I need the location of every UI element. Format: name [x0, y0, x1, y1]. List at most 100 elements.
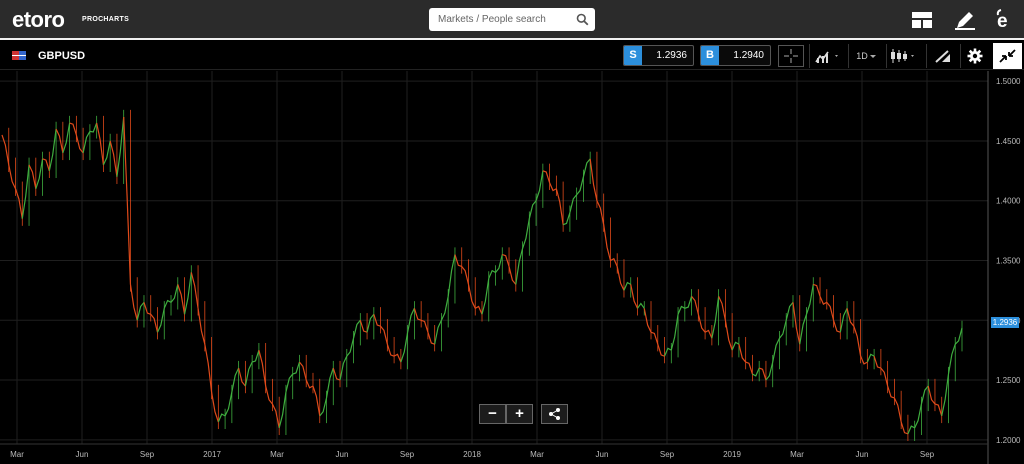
x-tick-label: 2019: [723, 450, 741, 459]
y-tick-label: 1.2500: [996, 376, 1021, 385]
price-segment: [129, 284, 138, 321]
price-segment: [603, 224, 612, 261]
collapse-button[interactable]: [993, 43, 1022, 69]
price-segment: [670, 314, 679, 351]
candlestick-icon: [891, 49, 914, 63]
sell-price: 1.2936: [656, 50, 687, 61]
svg-text:e: e: [997, 11, 1008, 31]
price-segment: [934, 403, 943, 417]
y-tick-label: 1.3500: [996, 256, 1021, 265]
price-segment: [535, 170, 544, 201]
share-button[interactable]: [541, 404, 568, 424]
price-segment: [555, 188, 564, 225]
sell-price-button[interactable]: S 1.2936: [623, 45, 694, 66]
price-segment: [887, 385, 895, 399]
price-segment: [265, 385, 273, 405]
instrument-bar: [0, 42, 1024, 70]
interval-label: 1D: [856, 51, 868, 61]
price-segment: [900, 421, 909, 435]
price-segment: [170, 284, 179, 303]
drawing-tools-button[interactable]: [930, 44, 956, 68]
layout-icon[interactable]: [910, 9, 934, 31]
x-tick-label: Sep: [660, 450, 675, 459]
x-tick-label: Mar: [270, 450, 284, 459]
price-segment: [407, 308, 415, 333]
price-segment: [785, 301, 794, 321]
price-segment: [177, 284, 186, 315]
zoom-out-button[interactable]: −: [479, 404, 506, 424]
price-segment: [873, 355, 882, 369]
price-segment: [724, 320, 733, 351]
divider: [886, 44, 887, 68]
top-bar: etoro PROCHARTS Markets / People search …: [0, 0, 1024, 40]
price-segment: [772, 337, 781, 363]
price-segment: [197, 308, 206, 345]
price-segment: [569, 194, 578, 213]
chart-type-button[interactable]: [814, 44, 842, 68]
price-segment: [582, 158, 591, 177]
price-segment: [623, 281, 632, 291]
price-segment: [549, 182, 557, 192]
x-tick-label: Jun: [856, 450, 869, 459]
price-segment: [542, 170, 551, 183]
settings-button[interactable]: [962, 44, 988, 68]
price-segment: [305, 379, 314, 389]
price-segment: [832, 320, 841, 333]
search-input[interactable]: Markets / People search: [429, 8, 595, 31]
x-tick-label: Sep: [920, 450, 935, 459]
sell-tag: S: [624, 46, 642, 65]
crosshair-button[interactable]: [778, 45, 804, 67]
gear-icon: [967, 48, 983, 64]
price-segment: [515, 248, 524, 285]
price-segment: [907, 425, 915, 435]
price-segment: [454, 254, 462, 268]
etoro-logo[interactable]: etoro: [12, 7, 65, 32]
price-segment: [373, 314, 381, 327]
price-segment: [616, 266, 625, 291]
price-segment: [521, 218, 530, 249]
divider: [960, 44, 961, 68]
y-tick-label: 1.5000: [996, 77, 1021, 86]
price-segment: [954, 327, 963, 345]
price-segment: [14, 188, 23, 219]
price-segment: [718, 296, 726, 321]
y-tick-label: 1.4500: [996, 137, 1021, 146]
price-segment: [393, 353, 402, 363]
price-segment: [427, 332, 435, 345]
x-tick-label: Sep: [140, 450, 155, 459]
buy-price-button[interactable]: B 1.2940: [700, 45, 771, 66]
price-segment: [684, 296, 693, 309]
price-segment: [927, 385, 936, 405]
last-price-label: 1.2936: [991, 317, 1019, 328]
price-segment: [231, 367, 240, 393]
price-segment: [136, 301, 145, 321]
price-segment: [758, 367, 767, 381]
price-segment: [826, 301, 835, 321]
price-segment: [48, 128, 57, 171]
price-segment: [413, 308, 422, 321]
price-segment: [102, 140, 111, 166]
pen-icon[interactable]: [953, 9, 977, 31]
price-segment: [839, 308, 848, 333]
search-icon[interactable]: [576, 13, 589, 26]
price-segment: [109, 140, 118, 177]
interval-dropdown[interactable]: 1D: [852, 44, 882, 68]
x-tick-label: Jun: [336, 450, 349, 459]
zoom-in-button[interactable]: +: [506, 404, 533, 424]
price-segment: [731, 341, 740, 351]
price-segment: [914, 403, 923, 429]
etoro-e-icon[interactable]: e: [993, 9, 1017, 31]
x-tick-label: Mar: [530, 450, 544, 459]
price-segment: [488, 269, 496, 279]
divider: [809, 44, 810, 68]
y-tick-label: 1.4000: [996, 197, 1021, 206]
price-segment: [502, 253, 510, 267]
price-segment: [467, 284, 476, 309]
flag-icon: [12, 51, 26, 60]
crosshair-icon: [784, 49, 798, 63]
candlestick-button[interactable]: [889, 44, 921, 68]
collapse-icon: [999, 49, 1016, 63]
price-segment: [82, 131, 91, 154]
price-segment: [819, 296, 828, 305]
price-segment: [528, 200, 537, 219]
